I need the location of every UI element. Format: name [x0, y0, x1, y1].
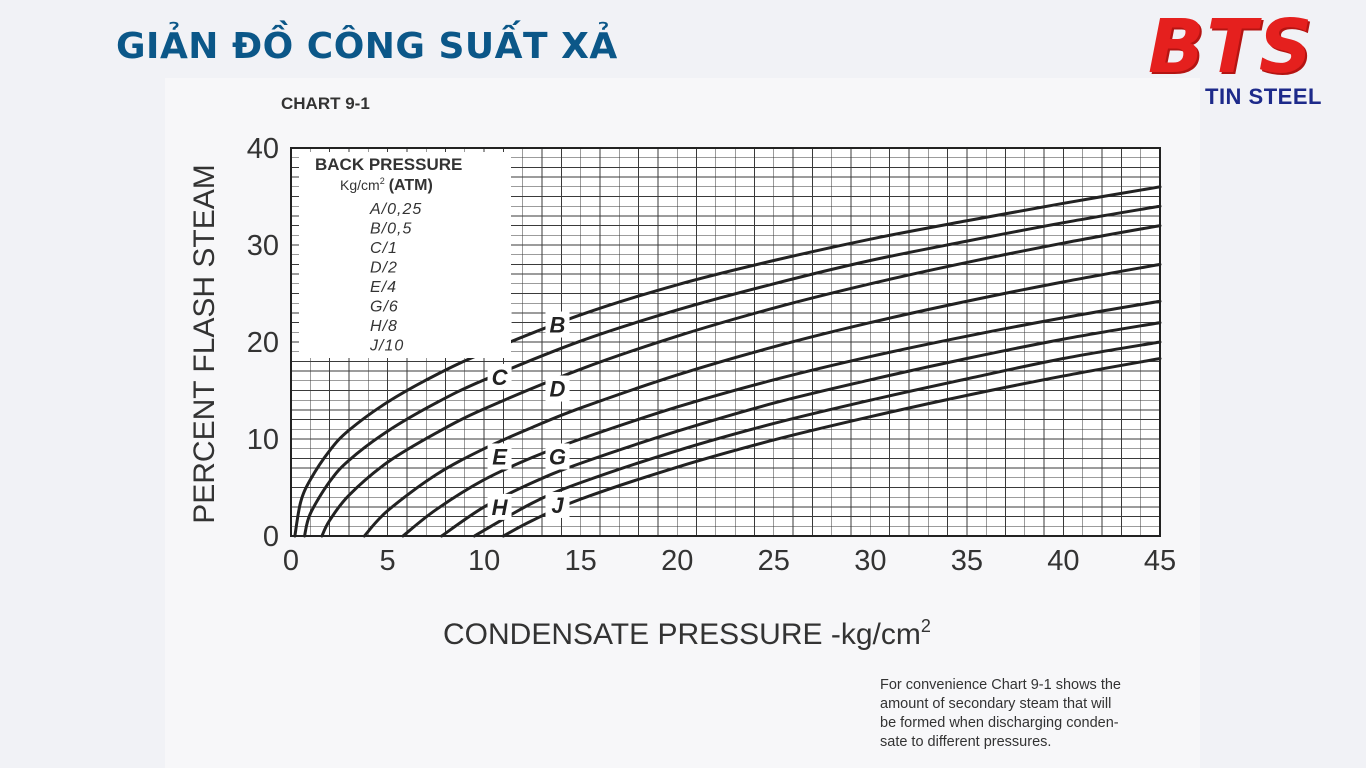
legend-entry: B/0,5 [370, 221, 412, 238]
flash-steam-chart: CHART 9-1 0 5 10 15 20 25 30 35 40 45 0 10 20 30 40 COND… [188, 94, 1176, 651]
x-axis-label: CONDENSATE PRESSURE -kg/cm2 [443, 616, 931, 651]
curve-label-bg [487, 493, 512, 520]
series-line-d [362, 262, 1162, 538]
legend-entry: G/6 [370, 299, 399, 316]
chart-number-label: CHART 9-1 [281, 94, 370, 113]
curve-label: C [492, 365, 509, 390]
plot-frame [290, 147, 1161, 537]
brand-logo-block: BTS BAO TIN STEEL [1140, 4, 1360, 109]
legend-entry: D/2 [370, 260, 398, 277]
legend-box [299, 152, 511, 358]
x-tick-label: 35 [951, 545, 983, 577]
curve-label: G [549, 444, 566, 469]
legend-title: BACK PRESSURE [315, 155, 462, 174]
series-line-a [293, 185, 1162, 538]
caption-line: be formed when discharging conden- [880, 715, 1119, 731]
legend-unit-suffix: (ATM) [389, 177, 433, 194]
x-tick-label: 30 [854, 545, 886, 577]
legend-entry: E/4 [370, 279, 397, 296]
legend-unit-superscript: 2 [380, 176, 385, 186]
curve-label-bg [545, 443, 570, 470]
caption-line: amount of secondary steam that will [880, 696, 1112, 712]
y-tick-label: 40 [247, 133, 279, 165]
curve-label-bg [545, 311, 570, 338]
x-tick-label: 40 [1047, 545, 1079, 577]
y-tick-label: 10 [247, 424, 279, 456]
series-line-b [303, 204, 1162, 538]
y-tick-label: 0 [263, 521, 279, 553]
caption-line: sate to different pressures. [880, 734, 1052, 750]
x-tick-label: 45 [1144, 545, 1176, 577]
series-line-e [401, 299, 1162, 538]
curve-label: H [492, 495, 509, 520]
y-axis-label: PERCENT FLASH STEAM [188, 164, 221, 524]
series-line-c [320, 224, 1162, 538]
curve-label: E [492, 444, 508, 469]
legend-entry: C/1 [370, 240, 398, 257]
legend-entry: J/10 [369, 338, 404, 355]
x-tick-label: 15 [565, 545, 597, 577]
curve-label: J [551, 493, 564, 518]
chart-caption: For convenience Chart 9-1 shows the amou… [880, 676, 1180, 752]
page-title: GIẢN ĐỒ CÔNG SUẤT XẢ [116, 26, 618, 67]
chart-panel: CHART 9-1 0 5 10 15 20 25 30 35 40 45 0 10 20 30 40 COND… [165, 78, 1200, 768]
series-line-g [440, 321, 1162, 538]
y-tick-label: 20 [247, 327, 279, 359]
legend-entry: H/8 [370, 318, 398, 335]
x-axis-label-superscript: 2 [921, 616, 931, 636]
curve-label-bg [487, 443, 512, 470]
y-tick-label: 30 [247, 230, 279, 262]
curve-label-bg [545, 491, 570, 518]
curve-label-bg [545, 375, 570, 402]
x-tick-label: 5 [379, 545, 395, 577]
x-tick-label: 0 [283, 545, 299, 577]
caption-line: For convenience Chart 9-1 shows the [880, 677, 1121, 693]
x-tick-label: 10 [468, 545, 500, 577]
brand-logo-icon: BTS [1148, 4, 1315, 90]
curve-label-bg [487, 363, 512, 390]
curve-label: B [550, 313, 566, 338]
legend-entry: A/0,25 [369, 201, 422, 218]
curve-label: D [550, 377, 566, 402]
x-tick-label: 20 [661, 545, 693, 577]
x-tick-label: 25 [758, 545, 790, 577]
